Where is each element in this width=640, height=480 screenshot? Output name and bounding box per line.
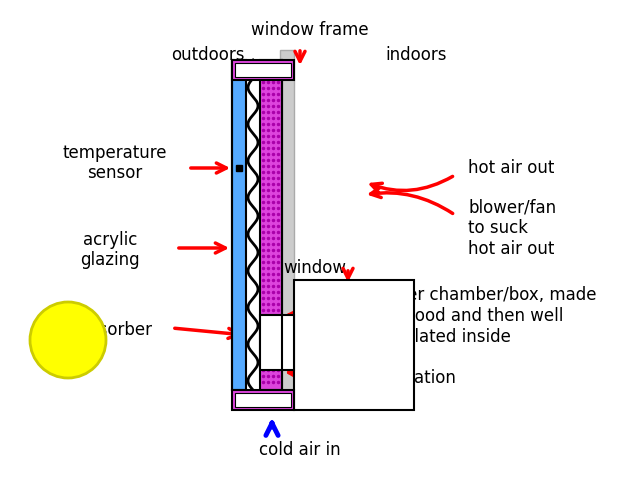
Text: temperature
sensor: temperature sensor	[63, 144, 167, 182]
Bar	[235, 393, 291, 407]
Bar	[232, 390, 294, 410]
Text: hot air out: hot air out	[468, 159, 554, 177]
Bar	[294, 280, 414, 410]
Text: insulation: insulation	[375, 369, 456, 387]
Text: absorber: absorber	[78, 321, 152, 339]
Text: window
box: window box	[284, 259, 346, 298]
Circle shape	[30, 302, 106, 378]
Text: acrylic
glazing: acrylic glazing	[80, 230, 140, 269]
Text: outdoors: outdoors	[172, 46, 245, 64]
Bar	[235, 63, 291, 77]
Text: cold air in: cold air in	[259, 441, 341, 459]
Text: indoors: indoors	[385, 46, 447, 64]
Bar	[232, 60, 294, 80]
Bar	[232, 60, 246, 390]
Bar	[260, 315, 294, 370]
Text: outer chamber/box, made
of wood and then well
insulated inside: outer chamber/box, made of wood and then…	[380, 286, 596, 346]
Text: window frame: window frame	[251, 21, 369, 39]
Bar	[280, 50, 294, 400]
Text: blower/fan
to suck
hot air out: blower/fan to suck hot air out	[468, 198, 556, 258]
Bar	[260, 60, 282, 390]
